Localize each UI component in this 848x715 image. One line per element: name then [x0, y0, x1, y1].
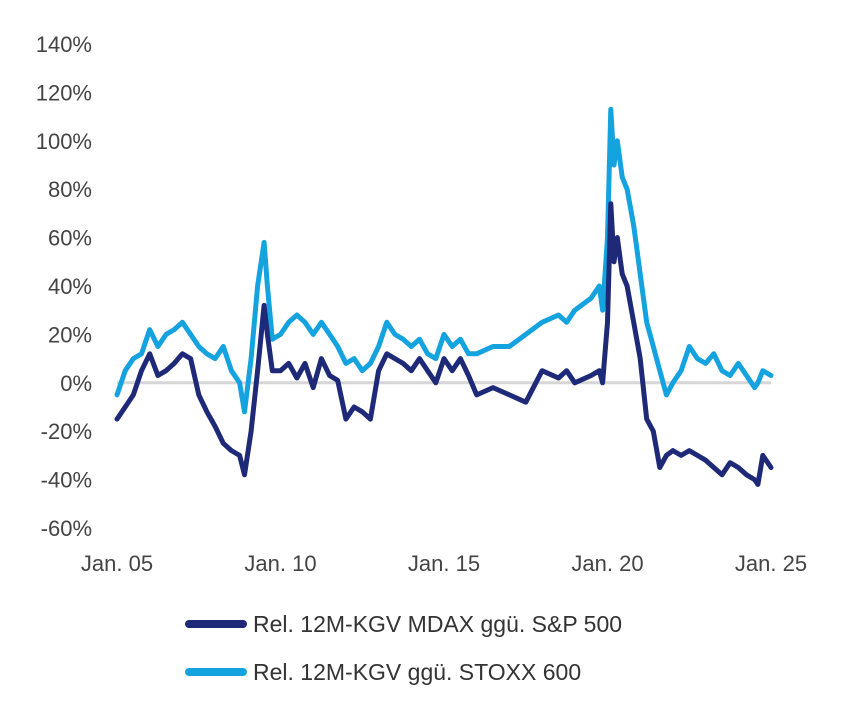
legend-label-mdax-sp500: Rel. 12M-KGV MDAX ggü. S&P 500	[253, 610, 623, 637]
line-chart: -60% -40% -20% 0% 20% 40% 60% 80% 100% 120% 140% J…	[36, 32, 807, 576]
y-tick-label: 40%	[48, 274, 92, 299]
y-tick-label: -20%	[41, 419, 92, 444]
series-line-stoxx600	[114, 106, 774, 415]
series-line-mdax-sp500	[114, 201, 774, 487]
legend-label-stoxx600: Rel. 12M-KGV ggü. STOXX 600	[253, 658, 582, 685]
x-tick-label: Jan. 10	[244, 551, 316, 576]
y-tick-label: 100%	[36, 129, 92, 154]
legend-item-stoxx600: Rel. 12M-KGV ggü. STOXX 600	[185, 648, 622, 696]
legend: Rel. 12M-KGV MDAX ggü. S&P 500 Rel. 12M-…	[185, 600, 622, 696]
legend-swatch-mdax-sp500	[185, 620, 247, 628]
y-axis-tick-labels: -60% -40% -20% 0% 20% 40% 60% 80% 100% 120% 140%	[36, 32, 92, 541]
y-tick-label: 120%	[36, 80, 92, 105]
y-tick-label: 80%	[48, 177, 92, 202]
x-tick-label: Jan. 20	[571, 551, 643, 576]
x-axis-tick-labels: Jan. 05 Jan. 10 Jan. 15 Jan. 20 Jan. 25	[81, 551, 807, 576]
y-tick-label: 140%	[36, 32, 92, 57]
x-tick-label: Jan. 05	[81, 551, 153, 576]
x-tick-label: Jan. 15	[408, 551, 480, 576]
y-tick-label: 60%	[48, 226, 92, 251]
legend-swatch-stoxx600	[185, 668, 247, 676]
y-tick-label: -60%	[41, 516, 92, 541]
series-lines	[114, 106, 774, 487]
x-tick-label: Jan. 25	[735, 551, 807, 576]
y-tick-label: 20%	[48, 322, 92, 347]
legend-item-mdax-sp500: Rel. 12M-KGV MDAX ggü. S&P 500	[185, 600, 622, 648]
y-tick-label: 0%	[60, 371, 92, 396]
y-tick-label: -40%	[41, 468, 92, 493]
